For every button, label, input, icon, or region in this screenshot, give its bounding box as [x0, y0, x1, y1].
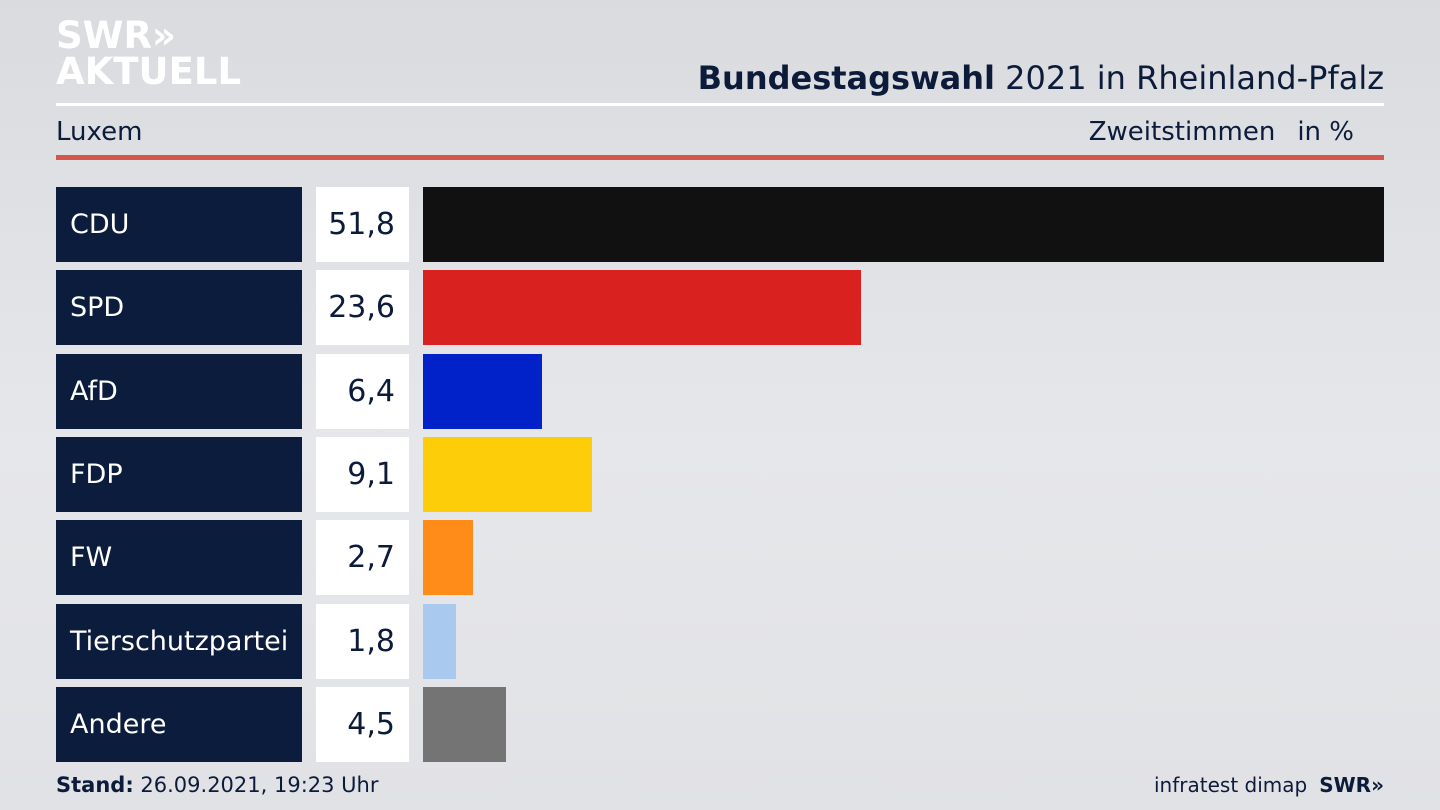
bar	[423, 436, 592, 512]
bar-row: FW 2,7	[0, 520, 1440, 596]
swr-brand-logo: SWR»	[1319, 773, 1384, 797]
logo-line-2: AKTUELL	[56, 50, 242, 93]
bar-row: CDU 51,8	[0, 187, 1440, 262]
value-label: 2,7	[316, 520, 409, 596]
source-credit: infratest dimap SWR»	[1154, 770, 1384, 800]
bar	[423, 270, 861, 346]
party-label: SPD	[56, 270, 302, 346]
party-label: FW	[56, 520, 302, 596]
logo-line-1: SWR»	[56, 14, 176, 57]
stand-value: 26.09.2021, 19:23 Uhr	[133, 773, 379, 797]
chart-title: Bundestagswahl 2021 in Rheinland-Pfalz	[698, 58, 1384, 98]
value-label: 9,1	[316, 436, 409, 512]
party-label: CDU	[56, 187, 302, 262]
bar-row: AfD 6,4	[0, 353, 1440, 429]
swr-aktuell-logo: SWR» AKTUELL	[56, 14, 241, 90]
value-label: 4,5	[316, 686, 409, 762]
party-label: FDP	[56, 436, 302, 512]
value-label: 51,8	[316, 187, 409, 262]
value-label: 23,6	[316, 270, 409, 346]
bar-row: FDP 9,1	[0, 436, 1440, 512]
party-label: Tierschutzpartei	[56, 603, 302, 679]
bar-row: Tierschutzpartei 1,8	[0, 603, 1440, 679]
value-label: 6,4	[316, 353, 409, 429]
title-bold: Bundestagswahl	[697, 59, 995, 97]
source-label: infratest dimap	[1154, 773, 1308, 797]
bar	[423, 187, 1384, 262]
vote-type-label: Zweitstimmen	[1088, 117, 1276, 147]
value-label: 1,8	[316, 603, 409, 679]
stand-label: Stand:	[56, 773, 134, 797]
bar	[423, 353, 542, 429]
bar	[423, 520, 473, 596]
bar-row: Andere 4,5	[0, 686, 1440, 762]
party-label: Andere	[56, 686, 302, 762]
timestamp: Stand: 26.09.2021, 19:23 Uhr	[56, 770, 379, 800]
location-label: Luxem	[56, 117, 143, 147]
title-rest: 2021 in Rheinland-Pfalz	[995, 59, 1384, 97]
accent-divider	[56, 155, 1384, 160]
bar	[423, 603, 456, 679]
party-label: AfD	[56, 353, 302, 429]
unit-label: in %	[1297, 117, 1354, 147]
vote-type-header: Zweitstimmen in %	[1089, 114, 1354, 150]
bar-row: SPD 23,6	[0, 270, 1440, 346]
header-divider	[56, 103, 1384, 106]
bar	[423, 686, 506, 762]
